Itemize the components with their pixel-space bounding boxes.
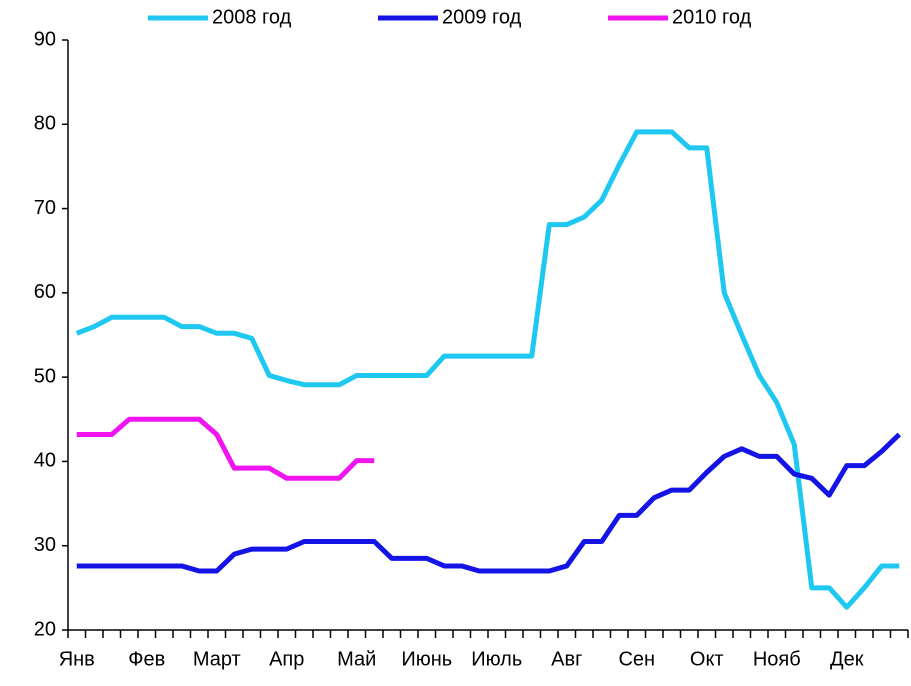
x-tick-label: Июнь (401, 648, 452, 670)
y-tick-label: 20 (34, 618, 56, 640)
y-tick-label: 80 (34, 113, 56, 135)
x-tick-label: Апр (269, 648, 304, 670)
y-tick-label: 70 (34, 197, 56, 219)
y-tick-label: 60 (34, 281, 56, 303)
x-tick-label: Нояб (753, 648, 801, 670)
y-tick-label: 40 (34, 450, 56, 472)
x-tick-label: Авг (551, 648, 582, 670)
x-tick-label: Фев (128, 648, 165, 670)
x-tick-label: Июль (471, 648, 522, 670)
y-tick-label: 30 (34, 534, 56, 556)
series-line (75, 129, 900, 610)
x-tick-label: Сен (618, 648, 655, 670)
x-tick-label: Дек (830, 648, 864, 670)
legend-label: 2010 год (672, 6, 752, 28)
y-tick-label: 50 (34, 365, 56, 387)
x-tick-label: Янв (59, 648, 95, 670)
x-tick-label: Май (337, 648, 376, 670)
legend-label: 2009 год (442, 6, 522, 28)
legend-label: 2008 год (212, 6, 292, 28)
series-line (76, 416, 375, 481)
x-tick-label: Март (193, 648, 241, 670)
series-line (76, 432, 901, 574)
y-tick-label: 90 (34, 28, 56, 50)
x-tick-label: Окт (690, 648, 724, 670)
